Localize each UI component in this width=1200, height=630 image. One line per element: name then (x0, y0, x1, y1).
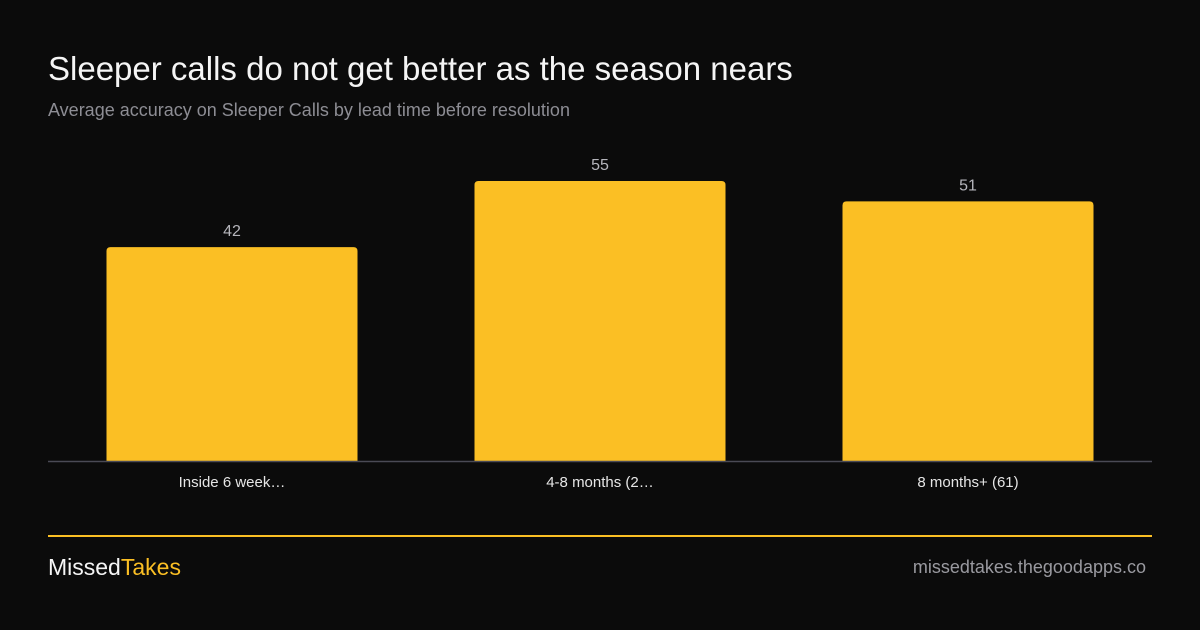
x-tick-label-1: Inside 6 week… (179, 474, 286, 491)
bar-3 (842, 201, 1094, 461)
value-label-3: 51 (959, 177, 977, 194)
brand-logo: MissedTakes (48, 554, 181, 581)
bar-chart: 42 Inside 6 week… 55 4-8 months (2… 51 8 mont… (48, 157, 1152, 491)
brand-name-part2: Takes (120, 554, 181, 580)
chart-subtitle: Average accuracy on Sleeper Calls by lea… (48, 100, 570, 120)
value-label-1: 42 (223, 223, 241, 240)
bar-1 (106, 247, 358, 461)
brand-name-part1: Missed (48, 554, 121, 580)
bar-2 (474, 181, 726, 461)
value-label-2: 55 (591, 157, 609, 174)
x-tick-label-2: 4-8 months (2… (546, 474, 654, 491)
site-url: missedtakes.thegoodapps.co (912, 557, 1146, 577)
x-tick-label-3: 8 months+ (61) (917, 474, 1018, 491)
footer-divider (48, 535, 1152, 537)
chart-title: Sleeper calls do not get better as the s… (48, 50, 793, 87)
